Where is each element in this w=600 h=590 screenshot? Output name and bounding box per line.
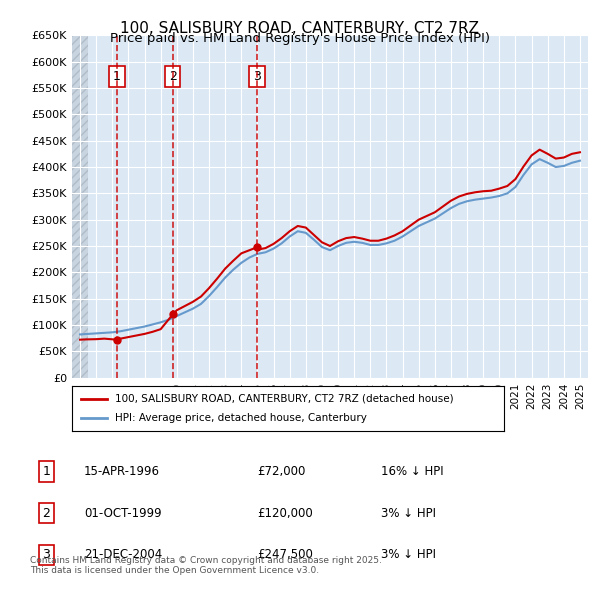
Text: 2: 2 (169, 70, 177, 83)
Text: 1: 1 (42, 465, 50, 478)
Text: 100, SALISBURY ROAD, CANTERBURY, CT2 7RZ (detached house): 100, SALISBURY ROAD, CANTERBURY, CT2 7RZ… (115, 394, 454, 404)
Text: 21-DEC-2004: 21-DEC-2004 (84, 549, 162, 562)
Text: 3% ↓ HPI: 3% ↓ HPI (381, 549, 436, 562)
Text: Contains HM Land Registry data © Crown copyright and database right 2025.
This d: Contains HM Land Registry data © Crown c… (30, 556, 382, 575)
Text: HPI: Average price, detached house, Canterbury: HPI: Average price, detached house, Cant… (115, 414, 367, 423)
Text: 100, SALISBURY ROAD, CANTERBURY, CT2 7RZ: 100, SALISBURY ROAD, CANTERBURY, CT2 7RZ (121, 21, 479, 35)
Text: 16% ↓ HPI: 16% ↓ HPI (381, 465, 443, 478)
Text: 3: 3 (253, 70, 261, 83)
Text: 3: 3 (42, 549, 50, 562)
Text: 15-APR-1996: 15-APR-1996 (84, 465, 160, 478)
Text: 1: 1 (113, 70, 121, 83)
Text: £120,000: £120,000 (257, 507, 313, 520)
Text: 3% ↓ HPI: 3% ↓ HPI (381, 507, 436, 520)
Text: 01-OCT-1999: 01-OCT-1999 (84, 507, 161, 520)
Bar (72, 35, 88, 378)
Text: £247,500: £247,500 (257, 549, 313, 562)
Text: Price paid vs. HM Land Registry's House Price Index (HPI): Price paid vs. HM Land Registry's House … (110, 32, 490, 45)
Text: 2: 2 (42, 507, 50, 520)
Text: £72,000: £72,000 (257, 465, 305, 478)
